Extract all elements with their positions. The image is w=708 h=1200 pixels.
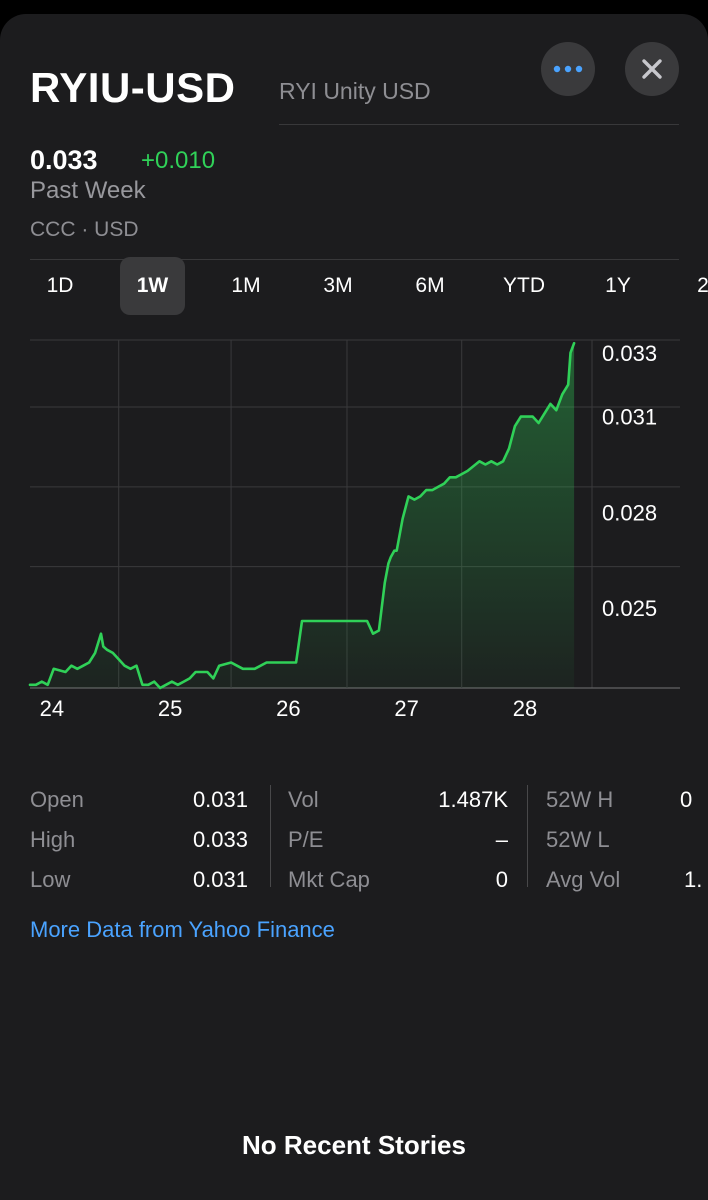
y-tick-label: 0.031 [602,405,657,430]
change-period: Past Week [30,177,146,204]
stat-value-open: 0.031 [192,787,248,812]
stat-label-pe: P/E [288,827,324,852]
tab-6m[interactable]: 6M [415,274,445,297]
x-tick-label: 28 [513,696,537,721]
current-price: 0.033 [30,145,98,175]
close-icon [642,59,662,79]
stat-label-52w-high: 52W H [546,787,614,812]
stat-label-vol: Vol [288,787,319,812]
price-area-fill [30,343,575,688]
stats-grid: Open 0.031 High 0.033 Low 0.031 Vol 1.48… [0,770,708,900]
stat-value-mkt-cap: 0 [495,867,508,892]
tab-1m[interactable]: 1M [231,274,261,297]
tab-2y[interactable]: 2Y [697,274,708,297]
range-tabs: 1D 1W 1M 3M 6M YTD 1Y 2Y [0,257,708,315]
x-tick-label: 26 [276,696,300,721]
stat-value-vol: 1.487K [438,787,508,812]
tab-3m[interactable]: 3M [323,274,353,297]
close-button[interactable] [625,42,679,96]
tab-1w[interactable]: 1W [120,257,185,315]
ellipsis-icon [553,65,583,73]
stat-value-low: 0.031 [192,867,248,892]
stat-label-low: Low [30,867,71,892]
stat-value-high: 0.033 [192,827,248,852]
stat-label-mkt-cap: Mkt Cap [288,867,370,892]
x-tick-label: 27 [394,696,418,721]
more-options-button[interactable] [541,42,595,96]
stat-value-52w-high: 0 [680,787,693,812]
quote-sheet: RYIU-USD RYI Unity USD 0.033 +0.010 Past… [0,14,708,1200]
stat-label-high: High [30,827,76,852]
stat-label-52w-low: 52W L [546,827,610,852]
tab-1y[interactable]: 1Y [605,274,631,297]
stats-separator [527,785,528,887]
y-tick-label: 0.028 [602,500,657,525]
header-divider [279,124,679,125]
tab-1d[interactable]: 1D [46,274,74,297]
x-tick-label: 24 [40,696,64,721]
stat-value-avg-vol: 1. [684,867,703,892]
stat-label-open: Open [30,787,84,812]
y-tick-label: 0.025 [602,596,657,621]
ticker-symbol: RYIU-USD [30,64,236,111]
stat-label-avg-vol: Avg Vol [546,867,621,892]
yahoo-finance-link[interactable]: More Data from Yahoo Finance [30,917,335,942]
price-chart[interactable]: 0.033 0.031 0.028 0.025 24 25 26 27 28 [0,320,708,740]
y-tick-label: 0.033 [602,341,657,366]
company-name: RYI Unity USD [279,78,431,104]
stat-value-pe: – [495,827,508,852]
price-change: +0.010 [141,147,216,174]
quote-divider [30,259,679,260]
x-tick-label: 25 [158,696,182,721]
price-line [28,341,576,690]
no-stories-message: No Recent Stories [242,1130,466,1160]
exchange-currency: CCC · USD [30,218,139,241]
tab-ytd[interactable]: YTD [503,274,545,297]
stats-separator [270,785,271,887]
